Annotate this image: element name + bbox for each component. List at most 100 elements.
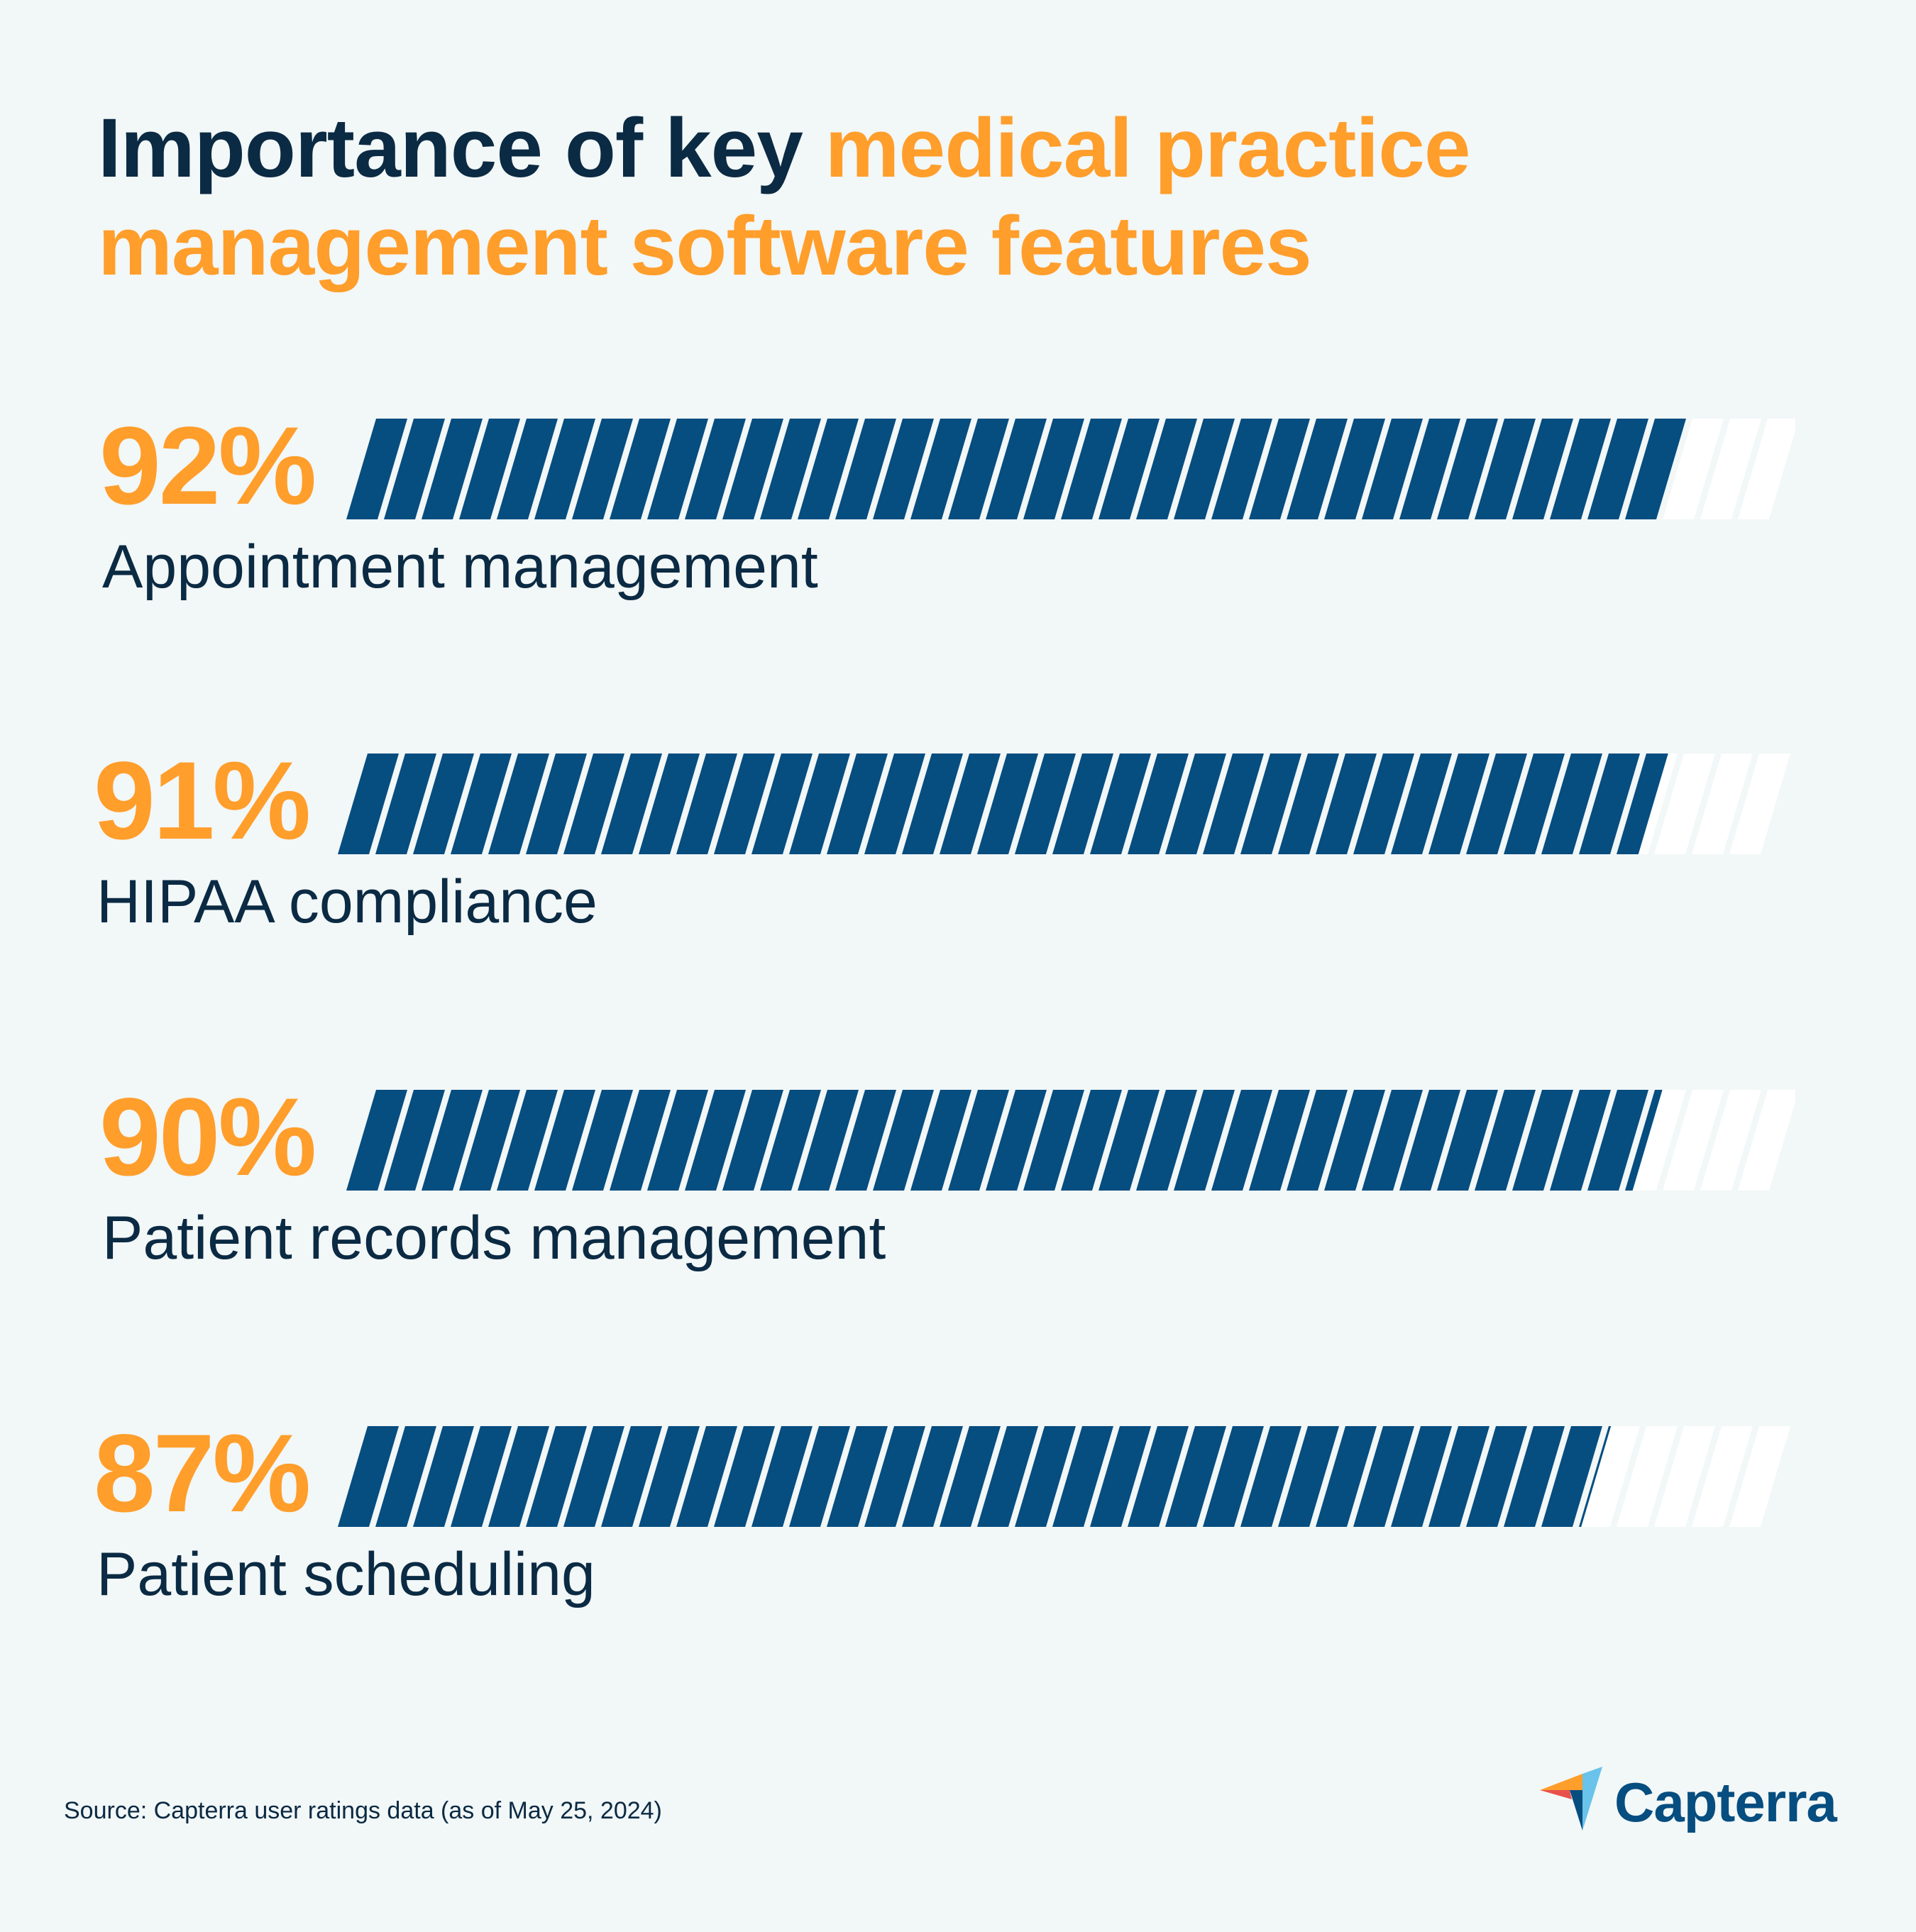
bar-fill-segment (1550, 419, 1611, 519)
bar-fill-segment (1099, 419, 1160, 519)
category-label: HIPAA compliance (97, 868, 598, 936)
bar-fill-segment (451, 754, 512, 854)
bar-fill-segment (902, 754, 963, 854)
bar-fill-segment (1128, 1426, 1189, 1527)
bar-fill-segment (1353, 754, 1414, 854)
capterra-logo-text: Capterra (1614, 1770, 1837, 1833)
bar-fill-segment (1324, 1090, 1385, 1191)
category-label: Appointment management (102, 533, 818, 601)
bar-fill-segment (789, 754, 850, 854)
bar-fill-segment (1512, 1090, 1573, 1191)
bar-fill-segment (563, 1426, 624, 1527)
bar-fill-segment (1211, 1090, 1272, 1191)
bar-fill-segment (526, 754, 587, 854)
bar-track-segment (1692, 754, 1753, 854)
bar-fill-segment (1015, 754, 1076, 854)
bar (338, 1426, 1790, 1527)
bar-track-segment (1663, 1090, 1724, 1191)
bar-fill-segment (346, 1090, 407, 1191)
bar-fill-segment (1203, 754, 1264, 854)
bar-fill-segment (1466, 754, 1527, 854)
bar-fill-segment (1504, 754, 1565, 854)
bar-fill-segment (798, 419, 859, 519)
value-label: 92% (99, 404, 316, 528)
bar-fill-segment (647, 1090, 708, 1191)
bar-fill-segment (1203, 1426, 1264, 1527)
bar-fill-segment (722, 419, 783, 519)
bar-fill-segment (639, 1426, 700, 1527)
bar-fill-segment (1136, 1090, 1197, 1191)
bar-row: 90% Patient records management (0, 1076, 1916, 1303)
bar-fill-segment (1015, 1426, 1076, 1527)
bar-fill-segment (572, 419, 633, 519)
bar-fill-segment (798, 1090, 859, 1191)
bar-track-segment (1579, 1426, 1640, 1527)
bar-fill-segment (1475, 419, 1536, 519)
bar-fill-segment (1579, 754, 1640, 854)
bar-fill-segment (760, 1090, 821, 1191)
bar-fill-segment (1362, 1090, 1423, 1191)
bar-fill-segment (422, 419, 483, 519)
bar-fill-segment (1587, 419, 1648, 519)
bar-fill-segment (685, 1090, 746, 1191)
bar-track-segment (1729, 1426, 1790, 1527)
bar-track-segment (1617, 1426, 1678, 1527)
bar-fill-segment (760, 419, 821, 519)
capterra-logo-icon (1540, 1767, 1602, 1831)
bar-track-segment (1729, 754, 1790, 854)
bar-fill-segment (338, 1426, 399, 1527)
bar-fill-segment (1165, 1426, 1226, 1527)
bar-fill-segment (751, 754, 813, 854)
bar-fill-segment (1287, 1090, 1348, 1191)
bar-fill-segment (1278, 754, 1339, 854)
bar-fill-segment (488, 754, 549, 854)
bar-track-segment (1700, 1090, 1761, 1191)
bar-fill-segment (1023, 419, 1084, 519)
bar-fill-segment (1136, 419, 1197, 519)
bar-fill-segment (1240, 754, 1301, 854)
bar-fill-segment (451, 1426, 512, 1527)
bar (346, 419, 1795, 519)
bar-fill-segment (1174, 419, 1235, 519)
bar-fill-segment (827, 754, 888, 854)
bar-fill-segment (1428, 1426, 1490, 1527)
bar-fill-segment (639, 754, 700, 854)
category-label: Patient records management (102, 1204, 886, 1272)
bar-fill-segment (1466, 1426, 1527, 1527)
bar-fill-segment (1541, 754, 1602, 854)
bar-fill-segment (676, 1426, 737, 1527)
bar-fill-segment (563, 754, 624, 854)
bar-fill-segment (1287, 419, 1348, 519)
bar-fill-segment (1316, 754, 1377, 854)
bar-fill-segment (1316, 1426, 1377, 1527)
bar-fill-segment (1391, 1426, 1452, 1527)
bar-fill-segment (413, 1426, 474, 1527)
bar-fill-segment (459, 1090, 520, 1191)
bar-row: 92% Appointment management (0, 404, 1916, 631)
value-label: 87% (94, 1412, 311, 1535)
bar-fill-segment (751, 1426, 813, 1527)
bar-fill-segment (384, 419, 445, 519)
bar-fill-segment (422, 1090, 483, 1191)
bar-fill-segment (1249, 419, 1310, 519)
bar-fill-segment (1399, 1090, 1460, 1191)
bar-track-segment (1654, 1426, 1715, 1527)
bar-fill-segment (873, 1090, 934, 1191)
source-note: Source: Capterra user ratings data (as o… (64, 1797, 662, 1824)
bar-fill-segment (459, 419, 520, 519)
bar-fill-segment (835, 1090, 896, 1191)
bar-fill-segment (534, 419, 595, 519)
bar-fill-segment (910, 1090, 971, 1191)
bar-fill-segment (601, 754, 662, 854)
bar-fill-segment (601, 1426, 662, 1527)
value-label: 91% (94, 739, 311, 863)
bar-fill-segment (413, 754, 474, 854)
bar-fill-segment (1587, 1090, 1648, 1191)
bar-fill-segment (1504, 1426, 1565, 1527)
bar-track-segment (1738, 419, 1795, 519)
bar-track-segment (1654, 754, 1715, 854)
bar-fill-segment (1541, 1426, 1602, 1527)
bar-fill-segment (1550, 1090, 1611, 1191)
bar-fill-segment (940, 1426, 1001, 1527)
bar-fill-segment (1324, 419, 1385, 519)
